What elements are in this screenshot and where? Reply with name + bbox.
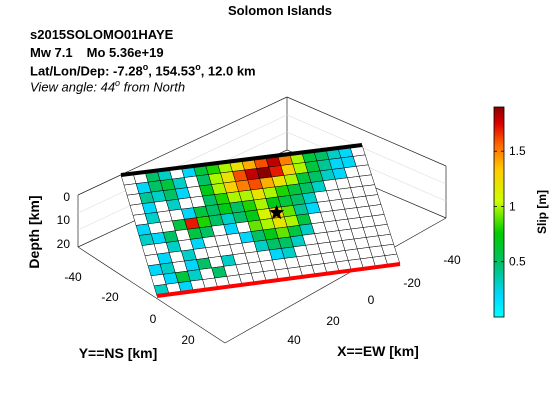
gridline — [286, 114, 447, 185]
gridline — [77, 114, 288, 214]
view-suffix: from North — [120, 79, 186, 95]
axis-line — [224, 217, 447, 344]
magnitude-text: Mw 7.1 — [30, 45, 73, 60]
hypocenter-marker — [269, 204, 285, 220]
hypocenter-star — [269, 204, 285, 220]
event-id: s2015SOLOMO01HAYE — [30, 27, 174, 42]
moment-text: Mo 5.36e+19 — [86, 45, 164, 60]
axis-ticks: 0 10 20 -40 -20 0 20 -40 -20 0 20 40 — [57, 190, 461, 347]
view-angle: View angle: 44o from North — [30, 78, 185, 94]
colorbar-ticks: 0.5 1 1.5 — [494, 144, 526, 269]
z-tick-label: 20 — [57, 237, 71, 251]
location-suffix: , 12.0 km — [200, 63, 256, 79]
slip-cells — [120, 144, 401, 297]
x-tick-label: 40 — [287, 333, 301, 347]
fault-edges — [120, 143, 401, 298]
x-tick-label: -20 — [403, 276, 421, 290]
x-tick-label: -40 — [443, 253, 461, 267]
y-axis-label: Y==NS [km] — [79, 345, 158, 361]
y-tick-label: -20 — [101, 290, 119, 304]
degree-symbol: o — [142, 62, 149, 72]
axes-box — [77, 96, 447, 344]
degree-symbol: o — [195, 62, 201, 72]
colorbar-tick-label: 0.5 — [509, 255, 526, 269]
magnitude-moment: Mw 7.1 Mo 5.36e+19 — [30, 45, 164, 60]
location-line: Lat/Lon/Dep: -7.28o, 154.53o, 12.0 km — [30, 62, 256, 78]
x-tick-label: 20 — [326, 314, 340, 328]
location-mid: , 154.53 — [148, 63, 196, 79]
colorbar-tick-label: 1.5 — [509, 144, 526, 158]
y-tick-label: 20 — [181, 333, 195, 347]
chart-title: Solomon Islands — [227, 3, 332, 18]
x-axis-label: X==EW [km] — [337, 343, 419, 359]
z-tick-label: 0 — [63, 190, 70, 204]
degree-symbol: o — [115, 78, 121, 88]
y-tick-label: -40 — [64, 270, 82, 284]
axis-line — [286, 96, 447, 167]
axis-line — [77, 246, 226, 344]
axis-line — [77, 96, 288, 196]
top-edge — [120, 143, 363, 177]
view-prefix: View angle: 44 — [30, 79, 116, 95]
z-tick-label: 10 — [57, 213, 71, 227]
colorbar-label: Slip [m] — [535, 190, 549, 234]
y-tick-label: 0 — [150, 312, 157, 326]
location-prefix: Lat/Lon/Dep: -7.28 — [30, 63, 143, 79]
z-axis-label: Depth [km] — [26, 195, 42, 268]
colorbar-tick-label: 1 — [509, 199, 516, 213]
bottom-edge — [156, 262, 401, 298]
colorbar — [493, 106, 505, 318]
x-tick-label: 0 — [368, 293, 375, 307]
